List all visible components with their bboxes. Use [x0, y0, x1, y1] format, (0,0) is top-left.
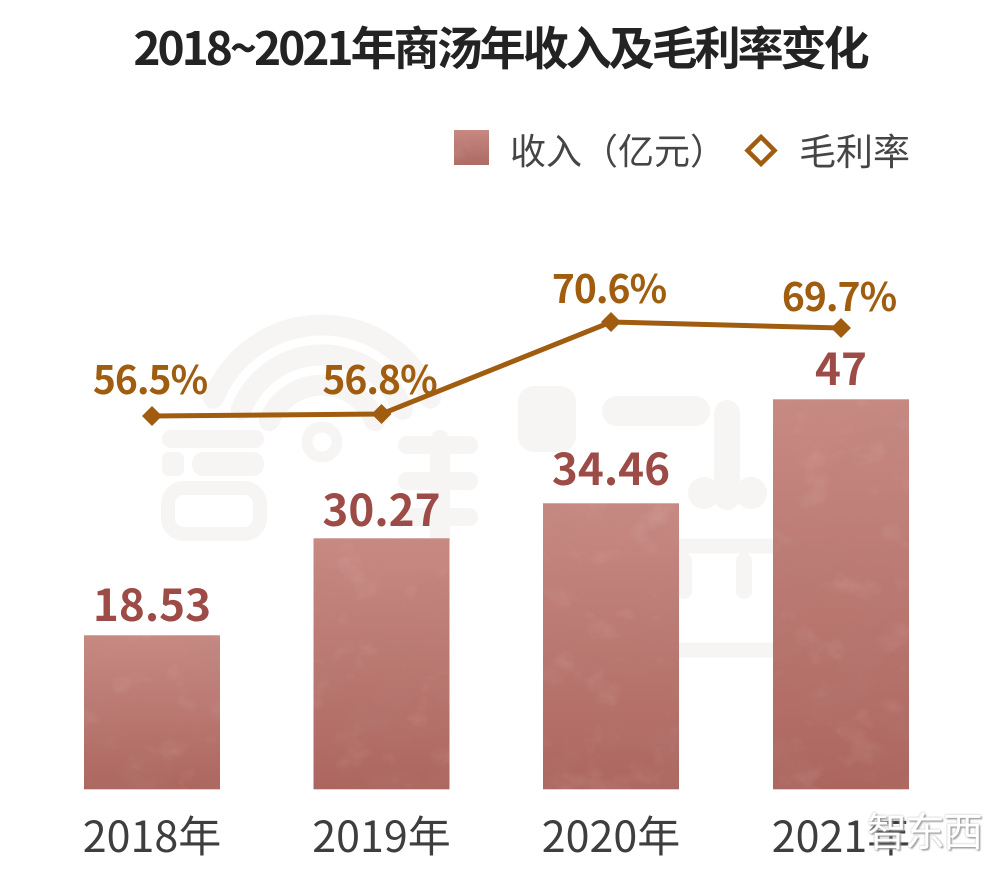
- margin-line: [151, 319, 842, 419]
- bar-2018[interactable]: [84, 635, 220, 790]
- legend-margin-label[interactable]: 毛利率: [799, 122, 910, 176]
- bar-value-2019: 30.27: [322, 475, 441, 540]
- legend-revenue-swatch[interactable]: [454, 130, 489, 165]
- chart-title: 2018~2021年商汤年收入及毛利率变化: [133, 13, 869, 79]
- margin-value-2019: 56.8%: [322, 349, 437, 406]
- axis-label-2021: 2021年: [771, 803, 911, 865]
- revenue-bars: [84, 399, 909, 790]
- margin-value-2020: 70.6%: [551, 258, 667, 315]
- axis-label-2019: 2019年: [312, 803, 451, 865]
- bar-2021[interactable]: [773, 399, 909, 790]
- margin-line-series: [142, 311, 851, 426]
- axis-label-2020: 2020年: [541, 803, 681, 865]
- bar-value-2018: 18.53: [92, 570, 212, 635]
- margin-marker-2018[interactable]: [142, 406, 162, 426]
- corner-brand-watermark: 智东西: [867, 800, 983, 858]
- margin-marker-2019[interactable]: [371, 403, 392, 424]
- bar-value-2020: 34.46: [551, 434, 671, 499]
- margin-value-2021: 69.7%: [781, 266, 897, 323]
- margin-value-2018: 56.5%: [92, 350, 208, 406]
- margin-marker-2021[interactable]: [831, 317, 851, 338]
- axis-label-2018: 2018年: [82, 803, 222, 865]
- bar-value-2021: 47: [815, 334, 867, 399]
- legend-revenue-label[interactable]: 收入（亿元）: [510, 123, 727, 175]
- bar-2020[interactable]: [543, 503, 679, 790]
- bar-2019[interactable]: [313, 538, 450, 790]
- margin-marker-2020[interactable]: [601, 311, 621, 332]
- legend-margin-diamond[interactable]: [744, 133, 778, 168]
